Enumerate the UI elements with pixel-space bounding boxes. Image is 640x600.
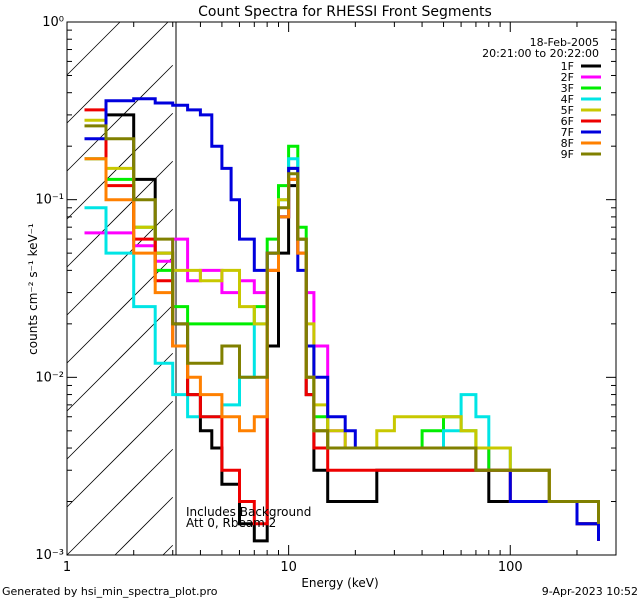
hatch-line [66, 448, 174, 556]
y-tick-label: 10⁰ [42, 15, 64, 30]
legend-label-6f: 6F [561, 115, 574, 128]
series-line-9f [84, 124, 600, 524]
footer-generated-by: Generated by hsi_min_spectra_plot.pro [2, 585, 218, 598]
x-tick-label: 100 [498, 560, 523, 575]
y-tick-label: 10⁻² [35, 370, 64, 385]
chart-date: 18-Feb-2005 [530, 36, 599, 49]
y-axis-label: counts cm⁻² s⁻¹ keV⁻¹ [26, 223, 40, 355]
legend-label-3f: 3F [561, 82, 574, 95]
legend-label-5f: 5F [561, 104, 574, 117]
hatch-line [162, 544, 174, 556]
hatch-line [66, 21, 121, 76]
series-line-6f [84, 108, 600, 541]
series-line-1f [106, 113, 600, 543]
hatch-line [66, 304, 174, 412]
chart-time-range: 20:21:00 to 20:22:00 [482, 47, 599, 60]
legend-label-9f: 9F [561, 148, 574, 161]
hatch-line [66, 400, 174, 508]
y-tick-label: 10⁻³ [35, 548, 64, 563]
footer-timestamp: 9-Apr-2023 10:52 [542, 585, 638, 598]
chart-title: Count Spectra for RHESSI Front Segments [198, 4, 492, 20]
hatch-line [66, 21, 169, 124]
plot-frame [66, 21, 617, 556]
legend-label-2f: 2F [561, 71, 574, 84]
series-line-3f [84, 144, 600, 524]
hatch-line [66, 160, 174, 268]
hatch-line [66, 64, 174, 172]
annotation-background: Includes Background [186, 505, 311, 519]
x-tick-label: 10 [280, 560, 297, 575]
legend-label-4f: 4F [561, 93, 574, 106]
annotation-attenuator: Att 0, Rbeam 2 [186, 516, 276, 530]
legend-label-1f: 1F [561, 60, 574, 73]
hatch-line [66, 352, 174, 460]
hatch-line [66, 256, 174, 364]
legend-label-8f: 8F [561, 137, 574, 150]
series-line-7f [84, 97, 600, 541]
series-line-5f [84, 118, 600, 524]
y-tick-label: 10⁻¹ [35, 193, 64, 208]
hatch-line [66, 112, 174, 220]
background-hatch-region [66, 21, 174, 556]
hatch-line [114, 496, 174, 556]
legend-label-7f: 7F [561, 126, 574, 139]
x-tick-label: 1 [63, 560, 71, 575]
x-axis-label: Energy (keV) [301, 576, 378, 590]
